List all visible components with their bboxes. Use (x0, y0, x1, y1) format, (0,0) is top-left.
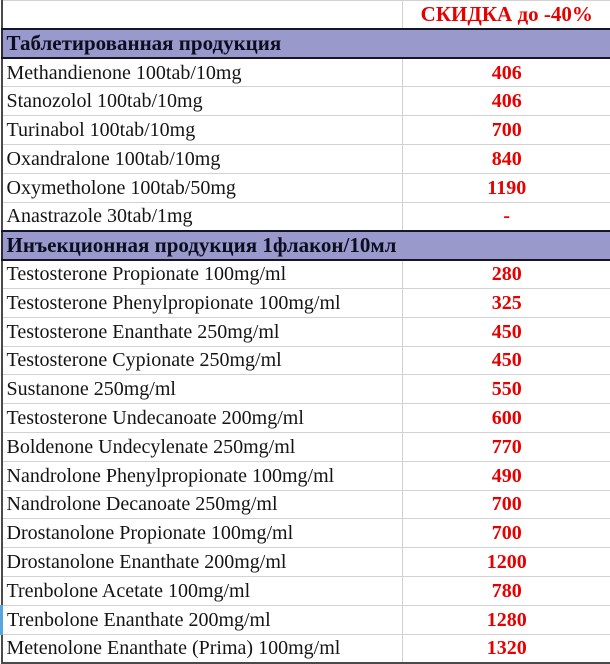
product-cell[interactable]: Trenbolone Enanthate 200mg/ml (0, 604, 403, 635)
price-cell[interactable]: - (402, 201, 610, 232)
table-row: Testosterone Propionate 100mg/ml 280 (1, 259, 610, 289)
product-cell[interactable]: Testosterone Cypionate 250mg/ml (1, 345, 403, 376)
product-cell[interactable]: Methandienone 100tab/10mg (1, 57, 403, 88)
price-cell[interactable]: 1280 (402, 604, 610, 635)
table-row: Testosterone Enanthate 250mg/ml 450 (1, 316, 610, 347)
table-row: Stanozolol 100tab/10mg 406 (1, 86, 610, 117)
table-row: Nandrolone Decanoate 250mg/ml 700 (1, 489, 610, 520)
empty-header-cell[interactable] (1, 0, 403, 30)
price-cell[interactable]: 1320 (402, 633, 610, 664)
price-cell[interactable]: 1190 (402, 172, 610, 203)
table-row: Drostanolone Enanthate 200mg/ml 1200 (1, 547, 610, 577)
discount-header-cell[interactable]: СКИДКА до -40% (402, 0, 610, 30)
table-row: Sustanone 250mg/ml 550 (1, 374, 610, 405)
product-cell[interactable]: Turinabol 100tab/10mg (1, 115, 403, 145)
product-cell[interactable]: Oxandralone 100tab/10mg (1, 143, 403, 174)
table-row: Trenbolone Enanthate 200mg/ml 1280 (0, 604, 610, 635)
product-cell[interactable]: Trenbolone Acetate 100mg/ml (1, 575, 403, 606)
table-row: Anastrazole 30tab/1mg - (1, 201, 610, 232)
price-cell[interactable]: 770 (402, 431, 610, 462)
section-header-injectables: Инъекционная продукция 1флакон/10мл (0, 229, 610, 261)
table-row: Methandienone 100tab/10mg 406 (1, 57, 610, 88)
price-cell[interactable]: 700 (402, 518, 610, 549)
product-cell[interactable]: Oxymetholone 100tab/50mg (1, 172, 403, 203)
price-cell[interactable]: 1200 (402, 547, 610, 577)
header-row: СКИДКА до -40% (1, 0, 610, 30)
table-row: Oxandralone 100tab/10mg 840 (1, 143, 610, 174)
price-cell[interactable]: 406 (402, 57, 610, 88)
table-row: Oxymetholone 100tab/50mg 1190 (1, 172, 610, 203)
price-cell[interactable]: 325 (402, 287, 610, 318)
product-cell[interactable]: Testosterone Enanthate 250mg/ml (1, 316, 403, 347)
product-cell[interactable]: Boldenone Undecylenate 250mg/ml (1, 431, 403, 462)
table-row: Turinabol 100tab/10mg 700 (1, 115, 610, 145)
price-cell[interactable]: 450 (402, 345, 610, 376)
table-row: Testosterone Cypionate 250mg/ml 450 (1, 345, 610, 376)
table-row: Testosterone Phenylpropionate 100mg/ml 3… (1, 287, 610, 318)
price-cell[interactable]: 490 (402, 460, 610, 491)
table-row: Trenbolone Acetate 100mg/ml 780 (1, 575, 610, 606)
section-header-tablets: Таблетированная продукция (0, 28, 610, 60)
price-cell[interactable]: 450 (402, 316, 610, 347)
price-cell[interactable]: 700 (402, 115, 610, 145)
price-cell[interactable]: 280 (402, 259, 610, 289)
product-cell[interactable]: Nandrolone Decanoate 250mg/ml (1, 489, 403, 520)
section-title[interactable]: Таблетированная продукция (0, 28, 610, 60)
price-cell[interactable]: 840 (402, 143, 610, 174)
product-cell[interactable]: Anastrazole 30tab/1mg (1, 201, 403, 232)
table-row: Metenolone Enanthate (Prima) 100mg/ml 13… (1, 633, 610, 664)
table-row: Drostanolone Propionate 100mg/ml 700 (1, 518, 610, 549)
product-cell[interactable]: Sustanone 250mg/ml (1, 374, 403, 405)
table-row: Boldenone Undecylenate 250mg/ml 770 (1, 431, 610, 462)
product-cell[interactable]: Drostanolone Enanthate 200mg/ml (1, 547, 403, 577)
price-cell[interactable]: 780 (402, 575, 610, 606)
product-cell[interactable]: Testosterone Phenylpropionate 100mg/ml (1, 287, 403, 318)
product-cell[interactable]: Metenolone Enanthate (Prima) 100mg/ml (1, 633, 403, 664)
product-cell[interactable]: Testosterone Undecanoate 200mg/ml (1, 403, 403, 433)
price-cell[interactable]: 700 (402, 489, 610, 520)
product-cell[interactable]: Nandrolone Phenylpropionate 100mg/ml (1, 460, 403, 491)
price-cell[interactable]: 550 (402, 374, 610, 405)
table-row: Nandrolone Phenylpropionate 100mg/ml 490 (1, 460, 610, 491)
product-cell[interactable]: Stanozolol 100tab/10mg (1, 86, 403, 117)
table-row: Testosterone Undecanoate 200mg/ml 600 (1, 403, 610, 433)
product-cell[interactable]: Drostanolone Propionate 100mg/ml (1, 518, 403, 549)
section-title[interactable]: Инъекционная продукция 1флакон/10мл (0, 229, 610, 261)
price-cell[interactable]: 406 (402, 86, 610, 117)
product-cell[interactable]: Testosterone Propionate 100mg/ml (1, 259, 403, 289)
price-cell[interactable]: 600 (402, 403, 610, 433)
